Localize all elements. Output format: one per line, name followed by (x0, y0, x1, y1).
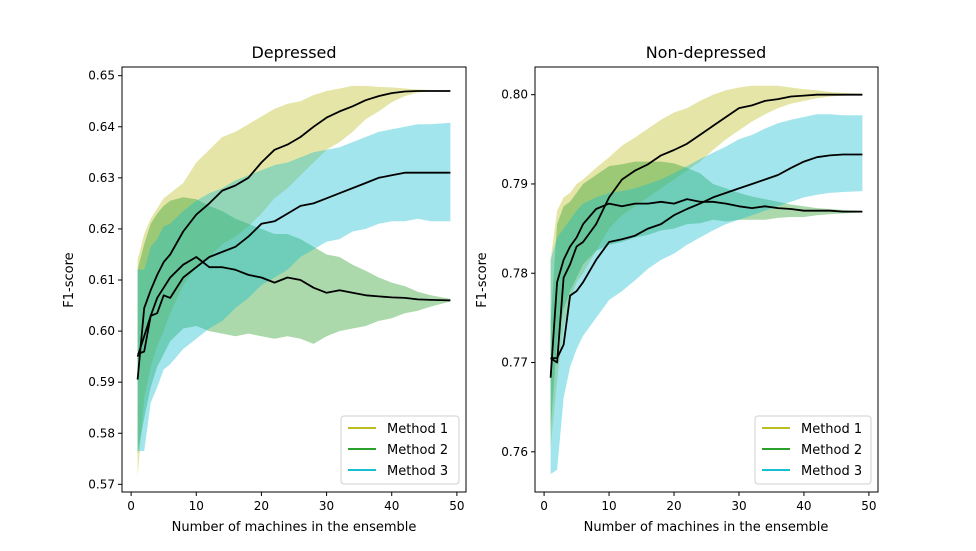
non-depressed-x-tick-label: 50 (861, 499, 876, 513)
depressed-mean-lines (136, 90, 451, 380)
non-depressed-x-tick-label: 30 (731, 499, 746, 513)
depressed-y-tick-label: 0.62 (88, 222, 115, 236)
depressed-x-tick-label: 30 (319, 499, 334, 513)
non-depressed-legend-label-method-3: Method 3 (801, 464, 862, 479)
non-depressed-legend-label-method-2: Method 2 (801, 443, 862, 458)
non-depressed-legend: Method 1 Method 2 Method 3 (754, 415, 872, 485)
depressed-legend-box (340, 415, 460, 485)
depressed-legend-label-method-2: Method 2 (387, 443, 448, 458)
non-depressed-mean-line-method-3 (550, 153, 863, 360)
depressed-legend: Method 1 Method 2 Method 3 (340, 415, 460, 485)
depressed-x-tick-label: 10 (189, 499, 204, 513)
non-depressed-x-tick-label: 20 (666, 499, 681, 513)
non-depressed-mean-lines (549, 93, 863, 378)
depressed-y-axis-label: F1-score (62, 252, 77, 307)
depressed-y-tick-label: 0.59 (88, 375, 115, 389)
non-depressed-y-tick-label: 0.78 (501, 266, 528, 280)
depressed-mean-line-method-2 (136, 256, 451, 357)
non-depressed-x-tick-label: 40 (796, 499, 811, 513)
non-depressed-band-method-2 (550, 161, 863, 430)
depressed-band-method-2 (137, 197, 451, 454)
depressed-axes-frame (121, 66, 467, 493)
depressed-y-tick-label: 0.61 (88, 273, 115, 287)
depressed-y-tick-label: 0.63 (88, 171, 115, 185)
depressed-x-tick-label: 40 (384, 499, 399, 513)
depressed-y-tick-label: 0.64 (88, 120, 115, 134)
depressed-subplot: Depressed 0 10 20 30 40 50 0.570.580.590.600.… (62, 43, 467, 535)
non-depressed-axes-frame (534, 66, 879, 493)
depressed-y-ticks: 0.57 0.58 0.59 0.60 0.61 0.62 0.63 0.64 0.65 (88, 69, 122, 491)
non-depressed-title: Non-depressed (646, 43, 767, 62)
depressed-confidence-bands (137, 85, 451, 477)
non-depressed-y-ticks: 0.76 0.77 0.78 0.79 0.80 (501, 88, 535, 459)
depressed-y-tick-label: 0.57 (88, 477, 115, 491)
non-depressed-x-tick-label: 0 (540, 499, 548, 513)
non-depressed-mean-line-method-1 (550, 93, 863, 364)
depressed-x-axis-label: Number of machines in the ensemble (172, 520, 417, 535)
non-depressed-mean-line-method-2 (549, 198, 863, 378)
non-depressed-y-axis-label: F1-score (475, 252, 490, 307)
depressed-mean-line-method-1 (136, 90, 451, 380)
non-depressed-band-method-1 (550, 85, 863, 448)
non-depressed-y-tick-label: 0.79 (501, 177, 528, 191)
non-depressed-y-tick-label: 0.76 (501, 445, 528, 459)
depressed-y-tick-label: 0.58 (88, 426, 115, 440)
non-depressed-legend-box (754, 415, 872, 485)
depressed-mean-line-method-3 (137, 171, 451, 355)
depressed-legend-label-method-1: Method 1 (387, 422, 448, 437)
depressed-x-ticks: 0 10 20 30 40 50 (127, 492, 465, 513)
depressed-title: Depressed (251, 43, 336, 62)
non-depressed-subplot: Non-depressed 0 10 20 30 40 50 0.760.770.780.… (475, 43, 879, 535)
depressed-band-method-3 (137, 122, 451, 452)
non-depressed-y-tick-label: 0.80 (501, 88, 528, 102)
depressed-x-tick-label: 20 (254, 499, 269, 513)
depressed-x-tick-label: 50 (449, 499, 464, 513)
depressed-y-tick-label: 0.60 (88, 324, 115, 338)
depressed-y-tick-label: 0.65 (88, 69, 115, 83)
non-depressed-legend-label-method-1: Method 1 (801, 422, 862, 437)
non-depressed-x-tick-label: 10 (601, 499, 616, 513)
depressed-x-tick-label: 0 (127, 499, 135, 513)
non-depressed-x-ticks: 0 10 20 30 40 50 (540, 492, 877, 513)
depressed-band-method-1 (137, 85, 451, 477)
non-depressed-x-axis-label: Number of machines in the ensemble (584, 520, 829, 535)
non-depressed-y-tick-label: 0.77 (501, 356, 528, 370)
depressed-legend-label-method-3: Method 3 (387, 464, 448, 479)
